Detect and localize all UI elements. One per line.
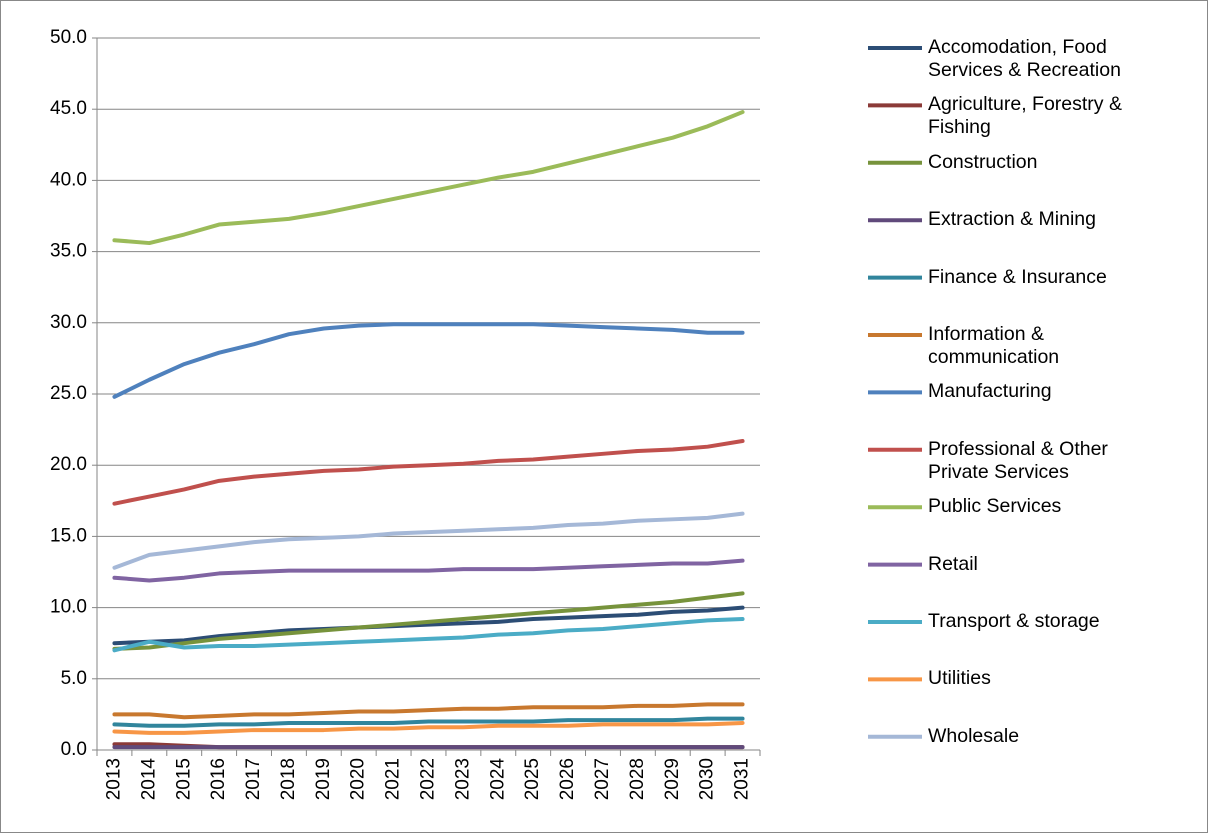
series-line xyxy=(112,558,745,583)
x-tick-label: 2031 xyxy=(732,758,753,800)
x-tick-label: 2020 xyxy=(348,758,369,800)
legend-label: Extraction & Mining xyxy=(928,208,1096,231)
legend-label: Agriculture, Forestry & Fishing xyxy=(928,93,1122,139)
legend-label: Retail xyxy=(928,552,978,575)
legend-label: Professional & Other Private Services xyxy=(928,437,1108,483)
x-tick-label: 2021 xyxy=(383,758,404,800)
series-line xyxy=(112,110,745,246)
series-line xyxy=(112,322,745,399)
legend-label: Accomodation, Food Services & Recreation xyxy=(928,36,1121,81)
x-tick-label: 2016 xyxy=(208,758,229,800)
y-tick-label: 40.0 xyxy=(50,169,87,190)
series-line xyxy=(112,605,745,646)
y-tick-label: 50.0 xyxy=(50,27,87,48)
series-line xyxy=(112,616,745,653)
legend-label: Wholesale xyxy=(928,724,1020,747)
y-tick-label: 0.0 xyxy=(61,739,87,760)
x-tick-label: 2014 xyxy=(138,758,159,801)
legend-label: Finance & Insurance xyxy=(928,265,1107,288)
x-tick-label: 2013 xyxy=(103,758,124,800)
y-tick-label: 25.0 xyxy=(50,383,87,404)
x-tick-label: 2029 xyxy=(662,758,683,800)
legend-label: Manufacturing xyxy=(928,380,1052,403)
y-tick-label: 5.0 xyxy=(61,668,87,689)
series-line xyxy=(112,702,745,720)
y-tick-label: 30.0 xyxy=(50,312,87,333)
x-tick-label: 2024 xyxy=(487,758,508,801)
x-tick-label: 2018 xyxy=(278,758,299,800)
legend-label: Utilities xyxy=(928,667,991,690)
y-tick-label: 35.0 xyxy=(50,241,87,262)
legend-label: Construction xyxy=(928,150,1038,173)
x-tick-label: 2025 xyxy=(522,758,543,800)
legend-label: Transport & storage xyxy=(928,610,1100,632)
series-line xyxy=(112,720,745,735)
y-tick-label: 10.0 xyxy=(50,597,87,618)
series-line xyxy=(112,591,745,651)
legend-label: Information & communication xyxy=(928,323,1060,368)
x-tick-label: 2022 xyxy=(418,758,439,800)
legend-label: Public Services xyxy=(928,495,1062,518)
y-tick-label: 20.0 xyxy=(50,454,87,475)
x-tick-label: 2028 xyxy=(627,758,648,800)
y-tick-label: 15.0 xyxy=(50,525,87,546)
x-tick-label: 2019 xyxy=(313,758,334,800)
x-tick-label: 2027 xyxy=(592,758,613,800)
x-tick-label: 2015 xyxy=(173,758,194,800)
x-tick-label: 2023 xyxy=(452,758,473,800)
y-tick-label: 45.0 xyxy=(50,98,87,119)
x-tick-label: 2026 xyxy=(557,758,578,800)
series-line xyxy=(112,511,745,570)
x-tick-label: 2017 xyxy=(243,758,264,800)
x-tick-label: 2030 xyxy=(697,758,718,800)
series-line xyxy=(112,438,745,506)
series-line xyxy=(112,716,745,728)
